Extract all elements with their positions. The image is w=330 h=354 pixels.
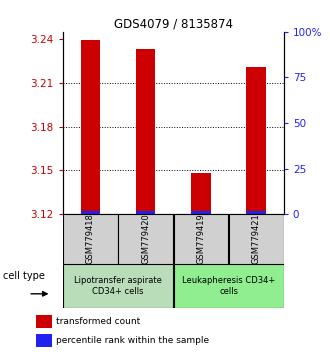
Text: Lipotransfer aspirate
CD34+ cells: Lipotransfer aspirate CD34+ cells [74, 276, 162, 296]
Text: Leukapheresis CD34+
cells: Leukapheresis CD34+ cells [182, 276, 275, 296]
Bar [229, 214, 283, 264]
Bar [136, 211, 155, 214]
Bar [63, 214, 118, 264]
Bar [247, 211, 266, 214]
Bar [118, 214, 173, 264]
Text: GSM779421: GSM779421 [252, 213, 261, 264]
Text: GSM779418: GSM779418 [86, 213, 95, 264]
Text: GSM779419: GSM779419 [196, 213, 205, 264]
Text: GSM779420: GSM779420 [141, 213, 150, 264]
Bar [36, 334, 52, 347]
Bar [174, 214, 228, 264]
Text: transformed count: transformed count [56, 317, 141, 326]
Title: GDS4079 / 8135874: GDS4079 / 8135874 [114, 18, 233, 31]
Bar [191, 211, 211, 214]
Bar [63, 264, 173, 308]
Bar [191, 173, 211, 214]
Bar [174, 264, 283, 308]
Bar [136, 49, 155, 214]
Text: cell type: cell type [3, 271, 45, 281]
Bar [81, 40, 100, 214]
Bar [36, 315, 52, 328]
Bar [247, 67, 266, 214]
Text: percentile rank within the sample: percentile rank within the sample [56, 336, 209, 345]
Bar [81, 211, 100, 214]
